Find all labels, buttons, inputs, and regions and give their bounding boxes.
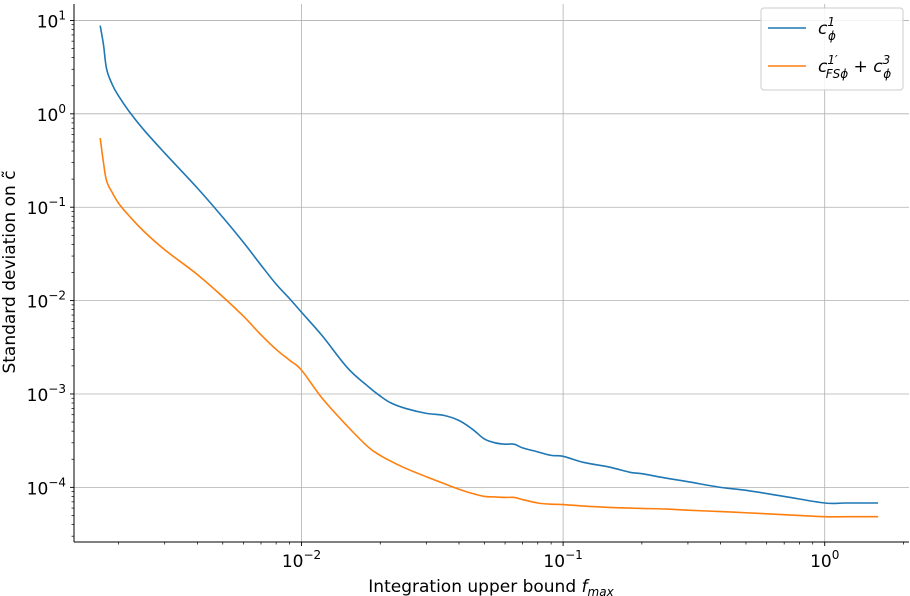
x-tick-label: 10−1 [543, 548, 582, 572]
axes [73, 4, 909, 543]
y-tick-label: 10−4 [27, 475, 66, 499]
y-tick-label: 10−2 [27, 289, 66, 313]
legend-label-series-1: c1 ϕ [818, 15, 836, 43]
y-tick-label: 100 [37, 102, 66, 126]
legend: c1 ϕ c1′ FSϕ + c3 ϕ [760, 7, 904, 91]
legend-label-series-2: c1′ FSϕ + c3 ϕ [818, 53, 891, 81]
series-line-1 [99, 25, 879, 505]
x-tick-label: 10−2 [282, 548, 321, 572]
y-tick-label: 101 [37, 8, 66, 32]
x-tick-label: 100 [810, 548, 839, 572]
y-axis-label: Standard deviation on c̃ [0, 170, 20, 373]
ticks: 10−2 10−1 100 101 100 10−1 10−2 10−3 10−4 [27, 8, 904, 572]
y-tick-label: 10−1 [27, 195, 66, 219]
series-line-2 [99, 137, 879, 518]
series-layer [99, 25, 879, 518]
y-tick-label: 10−3 [27, 382, 66, 406]
x-axis-label: Integration upper bound fmax [368, 577, 614, 596]
